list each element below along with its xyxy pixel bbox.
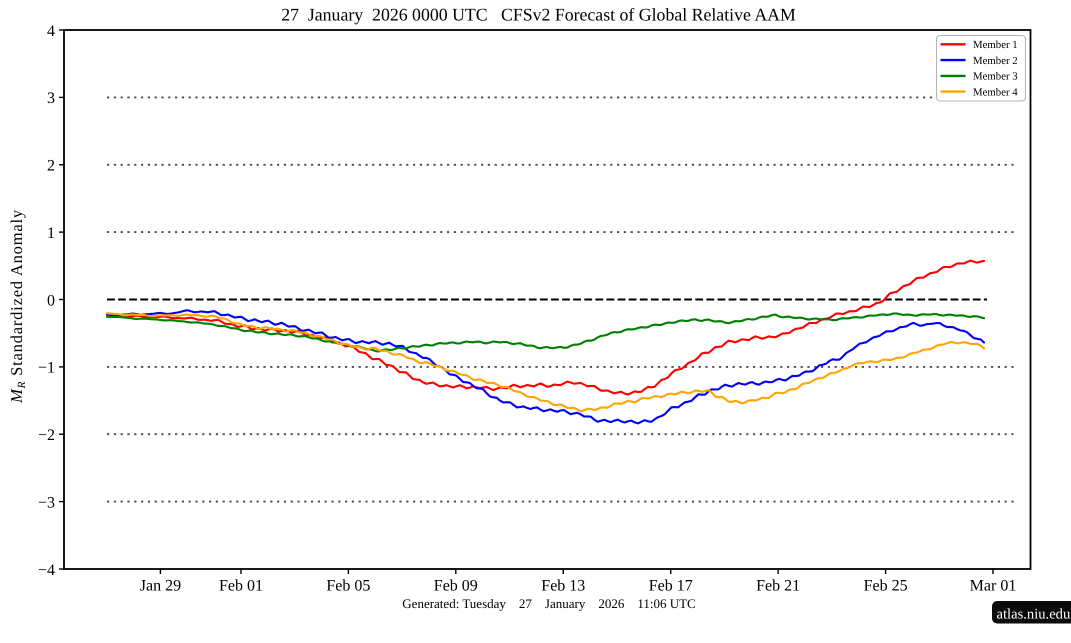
- svg-text:Feb 05: Feb 05: [326, 577, 370, 594]
- svg-text:Feb 13: Feb 13: [541, 577, 585, 594]
- svg-text:−2: −2: [38, 427, 55, 444]
- svg-text:0: 0: [47, 292, 55, 309]
- svg-text:Generated: Tuesday 27 Ja: Generated: Tuesday 27 January 2026 11:06…: [402, 596, 695, 611]
- svg-text:Member 2: Member 2: [973, 55, 1018, 67]
- svg-text:Feb 01: Feb 01: [219, 577, 263, 594]
- svg-text:Member 3: Member 3: [973, 71, 1018, 83]
- svg-text:27 January 2026 0000 UTC C: 27 January 2026 0000 UTC CFSv2 Forecast …: [281, 5, 796, 25]
- svg-text:Feb 09: Feb 09: [434, 577, 478, 594]
- svg-text:−4: −4: [38, 562, 55, 579]
- svg-text:Member 4: Member 4: [973, 86, 1018, 98]
- svg-text:−1: −1: [38, 360, 55, 377]
- svg-text:2: 2: [47, 158, 55, 175]
- svg-text:Feb 17: Feb 17: [649, 577, 693, 594]
- svg-text:Member 1: Member 1: [973, 39, 1018, 51]
- svg-text:3: 3: [47, 90, 55, 107]
- svg-text:1: 1: [47, 225, 55, 242]
- svg-text:Feb 25: Feb 25: [864, 577, 908, 594]
- svg-text:−3: −3: [38, 494, 55, 511]
- svg-text:Feb 21: Feb 21: [756, 577, 800, 594]
- svg-text:Jan 29: Jan 29: [140, 577, 181, 594]
- svg-text:4: 4: [47, 23, 55, 40]
- svg-text:atlas.niu.edu: atlas.niu.edu: [997, 607, 1071, 623]
- svg-text:Mar 01: Mar 01: [970, 577, 1017, 594]
- svg-text:MR Standardized Anomaly: MR Standardized Anomaly: [7, 209, 28, 404]
